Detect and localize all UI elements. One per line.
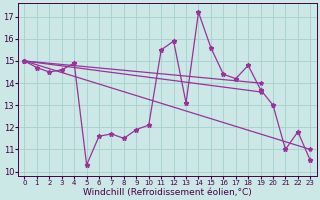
X-axis label: Windchill (Refroidissement éolien,°C): Windchill (Refroidissement éolien,°C)	[83, 188, 252, 197]
